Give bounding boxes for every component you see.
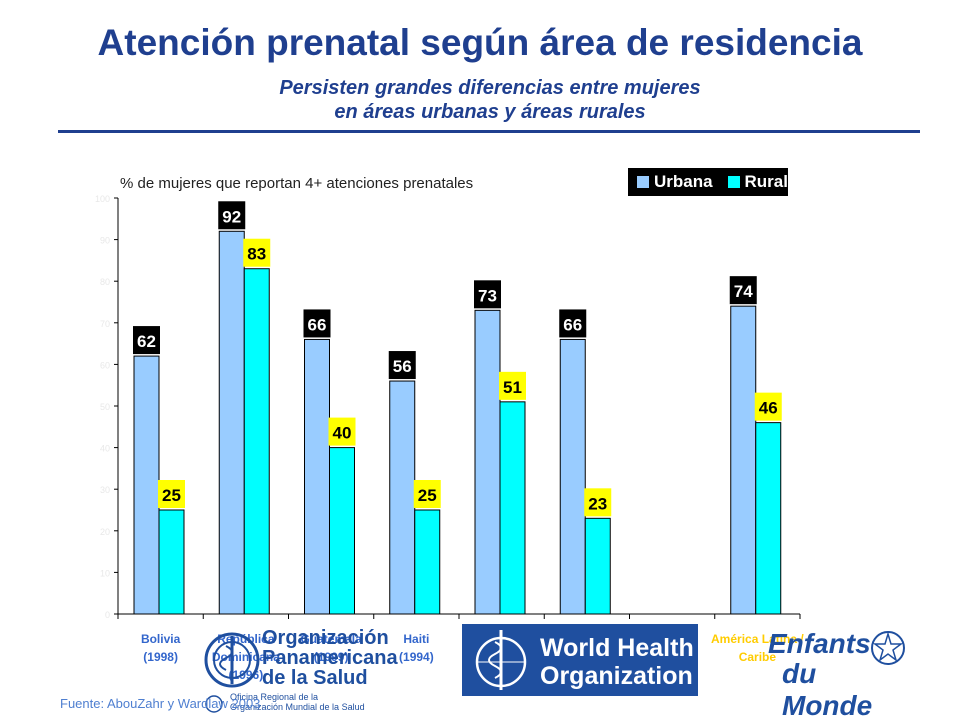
bar-rural <box>755 422 782 615</box>
data-label: 25 <box>418 486 437 505</box>
y-tick-label: 40 <box>100 444 110 454</box>
data-label: 66 <box>308 315 327 334</box>
source-note: Fuente: AbouZahr y Wardlaw 2003 <box>60 696 261 711</box>
subtitle-line-2: en áreas urbanas y áreas rurales <box>334 101 646 123</box>
data-label-box <box>158 480 185 508</box>
who-logo: World Health Organization <box>462 624 698 696</box>
paho-subline-2: Organización Mundial de la Salud <box>230 702 365 712</box>
data-label-box <box>754 392 782 421</box>
data-label-box <box>474 280 501 309</box>
data-label-box <box>328 417 356 446</box>
who-name-line-1: World Health <box>540 634 694 662</box>
legend-label-urban: Urbana <box>653 172 713 191</box>
bar-rural <box>584 517 611 615</box>
data-label-box <box>729 276 757 305</box>
x-category-label-line: Haiti <box>403 632 430 646</box>
data-label-box <box>413 480 441 508</box>
bar-urbana <box>559 338 586 615</box>
paho-name-line-2: Panamericana <box>262 647 398 669</box>
data-label-box <box>243 238 271 267</box>
edm-star-icon <box>871 631 905 665</box>
bar-urbana <box>133 355 160 615</box>
data-label-box <box>218 201 246 230</box>
bar-rural <box>158 509 185 615</box>
y-tick-label: 10 <box>100 568 110 578</box>
y-tick-label: 50 <box>100 402 110 412</box>
page-subtitle: Persisten grandes diferencias entre muje… <box>230 76 750 124</box>
x-category-label-line: América Latina / <box>711 632 804 646</box>
edm-name-line-1: Enfants <box>768 628 871 659</box>
data-label-box <box>499 371 526 400</box>
data-label-box <box>133 326 160 355</box>
bar-urbana <box>730 305 757 615</box>
chart-legend: Urbana Rural <box>628 168 788 196</box>
data-label: 23 <box>588 494 607 513</box>
x-category-label-line: (1999) <box>313 650 349 664</box>
page-title: Atención prenatal según área de residenc… <box>97 22 863 63</box>
y-tick-label: 90 <box>100 236 110 246</box>
y-tick-label: 20 <box>100 527 110 537</box>
data-label: 56 <box>393 357 412 376</box>
y-tick-label: 0 <box>105 610 110 620</box>
who-name-line-2: Organization <box>540 662 693 690</box>
who-emblem-icon <box>475 630 527 690</box>
x-category-label-line: Dominicana <box>211 650 280 664</box>
y-tick-label: 100 <box>95 194 110 204</box>
data-label-box <box>559 309 587 338</box>
bar-urbana <box>389 380 416 615</box>
legend-label-rural: Rural <box>744 172 788 191</box>
data-label-box <box>388 351 416 380</box>
x-category-label-line: Bolivia <box>140 632 181 646</box>
subtitle-line-1: Persisten grandes diferencias entre muje… <box>279 77 701 99</box>
bar-rural <box>499 401 526 615</box>
paho-name-line-3: de la Salud <box>262 667 368 689</box>
paho-logo: Organización Panamericana de la Salud Of… <box>200 626 400 714</box>
enfants-du-monde-logo: Enfants du Monde <box>750 628 910 721</box>
x-category-label-line: (1998) <box>143 650 178 664</box>
data-label: 25 <box>162 486 181 505</box>
bar-rural <box>414 509 441 615</box>
y-tick-label: 30 <box>100 485 110 495</box>
legend-swatch-rural <box>726 175 741 189</box>
bar-rural <box>243 268 270 615</box>
x-category-label: Guatemala (1999) <box>281 630 381 666</box>
data-label-box <box>303 309 331 338</box>
y-tick-label: 60 <box>100 360 110 370</box>
edm-name-line-2: du Monde <box>782 658 873 721</box>
data-label: 74 <box>734 282 753 301</box>
y-tick-label: 70 <box>100 319 110 329</box>
bar-rural <box>329 447 355 615</box>
paho-subline-1: Oficina Regional de la <box>230 692 319 702</box>
x-category-label: América Latina / Caribe <box>707 630 807 666</box>
data-label: 92 <box>222 207 241 226</box>
data-label: 62 <box>137 332 156 351</box>
x-category-label: Bolivia (1998) <box>111 630 211 666</box>
bar-urbana <box>218 230 245 615</box>
x-category-label-line: Caribe <box>738 650 777 664</box>
y-tick-label: 80 <box>100 277 110 287</box>
data-label: 73 <box>478 286 497 305</box>
data-label: 51 <box>503 378 522 397</box>
y-axis-label: % de mujeres que reportan 4+ atenciones … <box>120 175 474 192</box>
x-category-label-line: Guatemala <box>300 632 362 646</box>
x-category-label-line: (1994) <box>399 650 434 664</box>
data-label: 40 <box>333 424 352 443</box>
paho-emblem-icon <box>204 632 260 713</box>
legend-swatch-urban <box>636 175 650 189</box>
data-label: 46 <box>759 399 778 418</box>
title-divider <box>58 130 920 133</box>
x-category-label: Haiti (1994) <box>366 630 466 666</box>
paho-name-line-1: Organización <box>262 627 389 649</box>
data-label: 66 <box>563 315 582 334</box>
data-label: 83 <box>247 245 266 264</box>
bar-urbana <box>304 338 330 615</box>
data-label-box <box>584 488 612 517</box>
bar-urbana <box>474 309 501 615</box>
